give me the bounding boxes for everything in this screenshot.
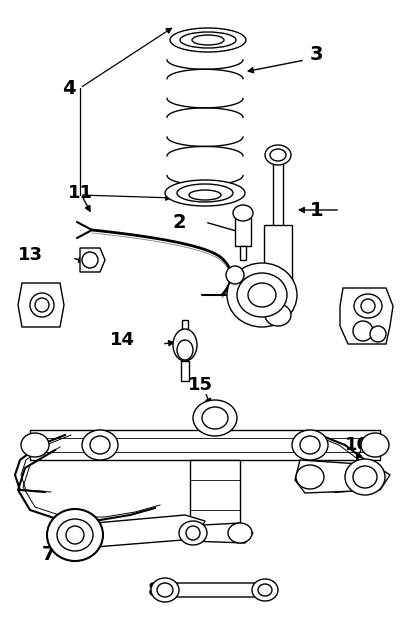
Ellipse shape xyxy=(66,526,84,544)
Polygon shape xyxy=(95,515,205,547)
Ellipse shape xyxy=(57,519,93,551)
Ellipse shape xyxy=(227,263,297,327)
Text: 13: 13 xyxy=(18,246,43,264)
Polygon shape xyxy=(177,523,253,543)
Polygon shape xyxy=(18,283,64,327)
Ellipse shape xyxy=(30,293,54,317)
Polygon shape xyxy=(80,248,105,272)
Ellipse shape xyxy=(189,190,221,200)
Bar xyxy=(240,246,246,260)
Ellipse shape xyxy=(35,298,49,312)
Text: 7: 7 xyxy=(42,545,55,565)
Ellipse shape xyxy=(361,433,389,457)
Bar xyxy=(273,163,283,228)
Ellipse shape xyxy=(192,35,224,45)
Bar xyxy=(181,361,189,381)
Ellipse shape xyxy=(228,523,252,543)
Ellipse shape xyxy=(361,299,375,313)
Polygon shape xyxy=(155,583,275,597)
Ellipse shape xyxy=(179,521,207,545)
Polygon shape xyxy=(340,288,393,344)
Text: 10: 10 xyxy=(345,436,370,454)
Ellipse shape xyxy=(173,329,197,361)
Ellipse shape xyxy=(370,326,386,342)
Text: 1: 1 xyxy=(310,201,324,219)
Ellipse shape xyxy=(90,436,110,454)
Ellipse shape xyxy=(151,578,179,602)
Ellipse shape xyxy=(300,436,320,454)
Ellipse shape xyxy=(202,407,228,429)
Text: 4: 4 xyxy=(62,78,76,97)
Ellipse shape xyxy=(353,321,373,341)
Ellipse shape xyxy=(180,32,236,48)
Text: 12: 12 xyxy=(18,303,43,321)
Ellipse shape xyxy=(157,583,173,597)
Ellipse shape xyxy=(193,400,237,436)
Ellipse shape xyxy=(248,283,276,307)
Ellipse shape xyxy=(177,184,233,202)
Ellipse shape xyxy=(252,579,278,601)
Text: 2: 2 xyxy=(173,213,187,231)
Ellipse shape xyxy=(237,273,287,317)
Ellipse shape xyxy=(47,509,103,561)
Polygon shape xyxy=(30,430,380,460)
Bar xyxy=(182,320,188,338)
Text: 6: 6 xyxy=(340,301,354,319)
Bar xyxy=(264,225,292,310)
Ellipse shape xyxy=(82,430,118,460)
Text: 14: 14 xyxy=(110,331,135,349)
Text: 3: 3 xyxy=(310,46,324,65)
Ellipse shape xyxy=(353,466,377,488)
Ellipse shape xyxy=(233,205,253,221)
Bar xyxy=(235,218,251,246)
Ellipse shape xyxy=(177,340,193,360)
Text: 11: 11 xyxy=(68,184,93,202)
Text: 9: 9 xyxy=(218,526,231,544)
Text: 15: 15 xyxy=(188,376,213,394)
Ellipse shape xyxy=(354,294,382,318)
Ellipse shape xyxy=(292,430,328,460)
Text: 5: 5 xyxy=(248,276,262,294)
Ellipse shape xyxy=(265,304,291,326)
Ellipse shape xyxy=(21,433,49,457)
Text: 8: 8 xyxy=(148,581,162,599)
Ellipse shape xyxy=(345,459,385,495)
Ellipse shape xyxy=(265,145,291,165)
Ellipse shape xyxy=(165,180,245,206)
Ellipse shape xyxy=(82,252,98,268)
Polygon shape xyxy=(295,460,390,493)
Ellipse shape xyxy=(258,584,272,596)
Ellipse shape xyxy=(270,149,286,161)
Ellipse shape xyxy=(186,526,200,540)
Bar xyxy=(190,460,240,540)
Ellipse shape xyxy=(226,266,244,284)
Ellipse shape xyxy=(296,465,324,489)
Ellipse shape xyxy=(170,28,246,52)
